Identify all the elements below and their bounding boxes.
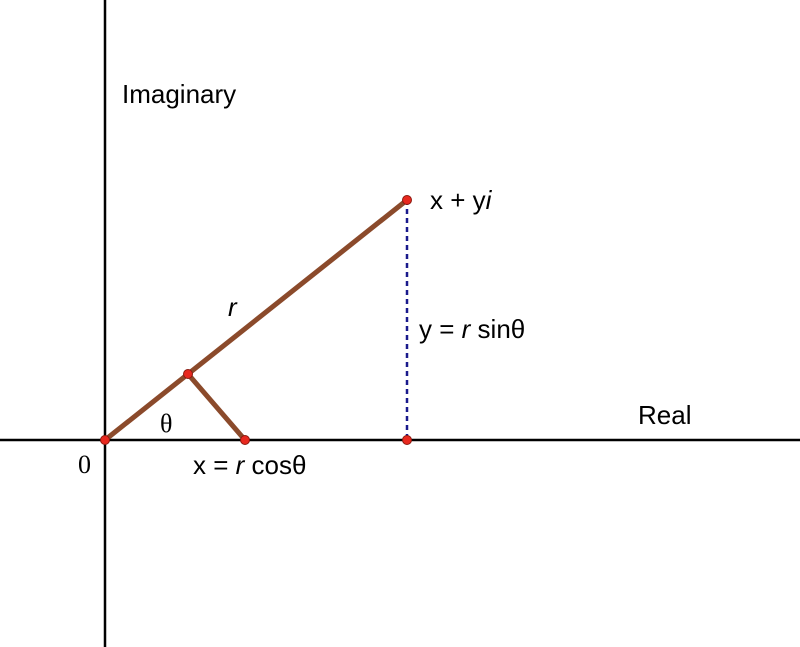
theta-label: θ [160,409,172,438]
x-component-label: x = r cosθ [193,450,306,480]
y-component-label-sin: sinθ [470,314,525,344]
x-component-label-lhs: x = [193,450,236,480]
y-component-label-lhs: y = [419,314,462,344]
real-projection-point [402,435,412,445]
complex-point-label-i: i [486,185,493,215]
r-label: r [228,292,238,322]
imaginary-axis-label: Imaginary [122,79,236,109]
x-projection-point [240,435,250,445]
origin-point [100,435,110,445]
complex-point [402,195,412,205]
perpendicular-segment [185,371,248,443]
x-component-label-cos: cosθ [244,450,306,480]
y-component-label: y = r sinθ [419,314,525,344]
foot-point [183,369,193,379]
x-component-label-r: r [236,450,246,480]
y-component-label-r: r [462,314,472,344]
origin-label: 0 [78,450,91,479]
real-axis-label: Real [638,400,691,430]
r-vector [102,197,410,443]
complex-point-label-xy: x + y [430,185,486,215]
complex-point-label: x + yi [430,185,493,215]
